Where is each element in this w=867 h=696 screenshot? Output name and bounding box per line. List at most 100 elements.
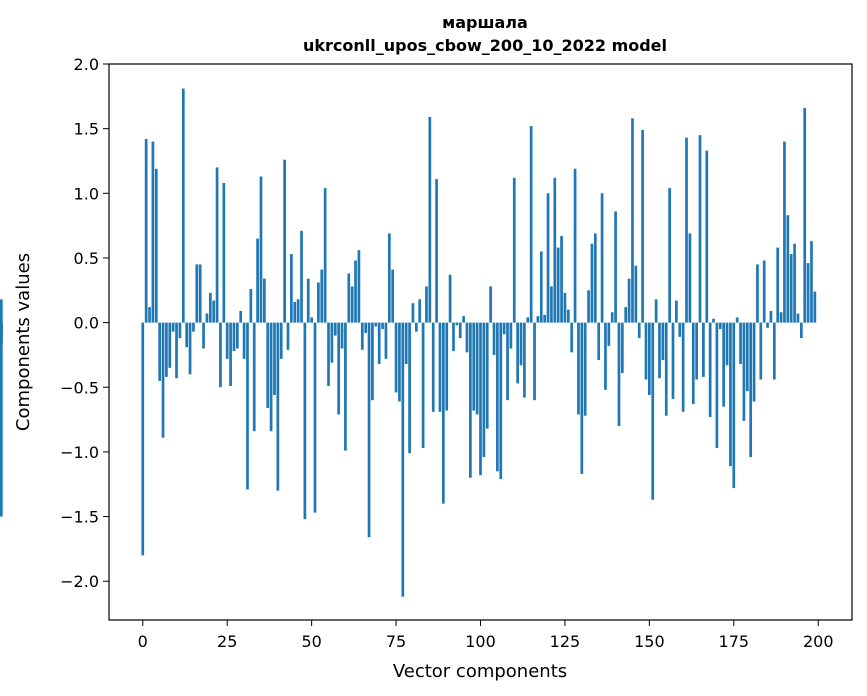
bar bbox=[661, 322, 665, 361]
bar bbox=[465, 322, 469, 353]
bar bbox=[783, 141, 786, 323]
bar bbox=[678, 322, 682, 337]
bar bbox=[597, 322, 601, 361]
x-tick-label: 75 bbox=[386, 632, 406, 651]
y-tick-label: −1.0 bbox=[60, 443, 99, 462]
bar bbox=[675, 300, 678, 323]
bar bbox=[772, 322, 776, 380]
bar bbox=[333, 322, 337, 336]
bar bbox=[0, 322, 3, 345]
bar bbox=[364, 322, 368, 333]
bar bbox=[323, 188, 327, 323]
bar bbox=[387, 233, 391, 323]
bar bbox=[729, 322, 732, 467]
y-tick-label: −1.5 bbox=[60, 508, 99, 527]
bar bbox=[408, 322, 411, 454]
bar bbox=[290, 254, 293, 323]
bar bbox=[296, 299, 300, 323]
x-tick-label: 125 bbox=[550, 632, 581, 651]
bar bbox=[263, 278, 266, 323]
bar bbox=[235, 322, 239, 349]
bar bbox=[475, 322, 479, 415]
bar bbox=[431, 322, 435, 412]
bar bbox=[374, 322, 378, 327]
bar bbox=[381, 322, 384, 330]
bar bbox=[590, 243, 594, 323]
bar bbox=[668, 188, 671, 323]
chart-title-line-1: маршала bbox=[442, 13, 528, 32]
bar bbox=[269, 322, 273, 432]
bar bbox=[796, 313, 800, 323]
bar bbox=[259, 176, 263, 323]
bar bbox=[462, 316, 465, 323]
bar bbox=[803, 107, 807, 323]
bar bbox=[627, 278, 631, 323]
bar bbox=[442, 322, 445, 504]
bar bbox=[472, 322, 476, 411]
bar bbox=[161, 322, 165, 438]
bar bbox=[232, 322, 236, 352]
bar bbox=[273, 322, 276, 396]
y-axis: −2.0 −1.5 −1.0 −0.5 0.0 0.5 1.0 1.5 2.0 bbox=[60, 55, 109, 591]
bar bbox=[756, 264, 759, 323]
bar bbox=[806, 263, 810, 323]
bar bbox=[695, 322, 698, 380]
bar bbox=[350, 286, 354, 323]
bar bbox=[691, 322, 695, 405]
y-tick-label: 1.0 bbox=[74, 184, 99, 203]
bar bbox=[573, 168, 577, 323]
bar bbox=[175, 322, 178, 379]
bar bbox=[786, 215, 790, 323]
bar bbox=[391, 269, 395, 323]
bar bbox=[252, 322, 256, 432]
bar bbox=[641, 129, 644, 323]
bar bbox=[637, 322, 641, 339]
bar bbox=[810, 241, 813, 323]
bar bbox=[286, 322, 290, 350]
bar bbox=[310, 317, 313, 323]
bar bbox=[651, 322, 655, 500]
bar bbox=[671, 322, 675, 399]
bar bbox=[793, 243, 796, 323]
bar bbox=[455, 322, 459, 326]
bar bbox=[526, 317, 530, 323]
bar bbox=[752, 322, 756, 402]
bar bbox=[492, 322, 496, 355]
x-axis-label: Vector components bbox=[393, 661, 567, 682]
x-tick-label: 0 bbox=[138, 632, 148, 651]
bar bbox=[620, 322, 624, 374]
bar bbox=[570, 322, 574, 353]
bar bbox=[168, 322, 172, 368]
bar bbox=[452, 322, 455, 352]
bar bbox=[195, 264, 199, 323]
bar bbox=[489, 286, 492, 323]
bar bbox=[496, 322, 499, 472]
bar bbox=[404, 322, 408, 364]
bar bbox=[425, 286, 428, 323]
bar bbox=[506, 322, 509, 401]
bar bbox=[151, 141, 155, 323]
bar bbox=[239, 310, 243, 323]
bar bbox=[394, 322, 398, 393]
bar bbox=[769, 310, 773, 323]
bar bbox=[344, 322, 347, 451]
bar bbox=[208, 292, 212, 323]
y-tick-label: 0.0 bbox=[74, 314, 99, 333]
bar bbox=[745, 322, 749, 392]
bar bbox=[789, 254, 793, 323]
bar bbox=[614, 211, 617, 323]
bar bbox=[610, 312, 614, 323]
bar bbox=[181, 88, 185, 323]
y-tick-label: 1.5 bbox=[74, 120, 99, 139]
bar bbox=[607, 322, 611, 346]
bar bbox=[654, 299, 658, 323]
bar bbox=[212, 300, 216, 323]
bar bbox=[702, 322, 705, 377]
bar bbox=[560, 235, 563, 323]
bar bbox=[617, 322, 621, 427]
bar bbox=[384, 322, 388, 359]
bar bbox=[256, 238, 259, 323]
x-tick-label: 50 bbox=[301, 632, 321, 651]
bar bbox=[306, 278, 310, 323]
